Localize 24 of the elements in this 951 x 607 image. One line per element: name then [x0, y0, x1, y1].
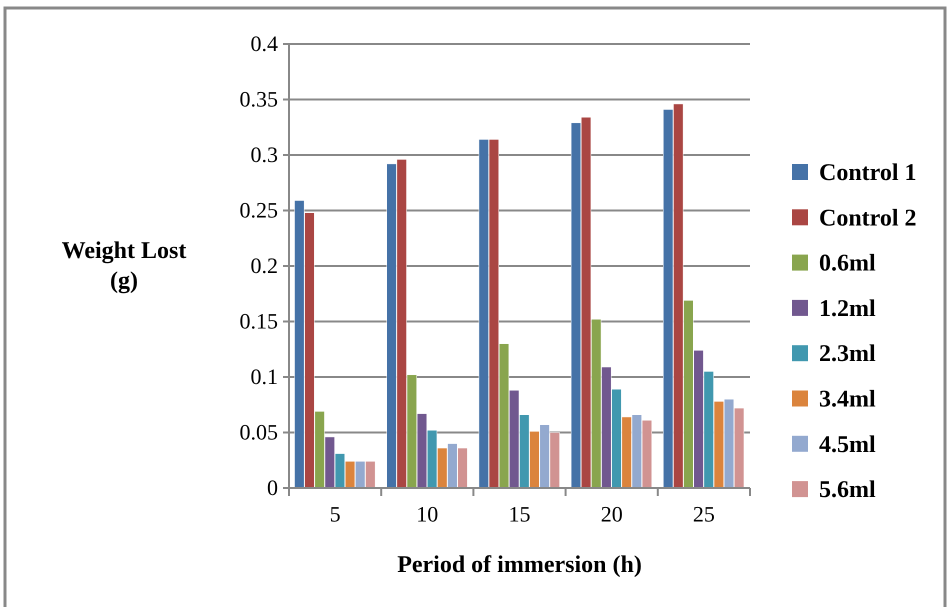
x-axis-title: Period of immersion (h) — [397, 552, 642, 578]
y-tick-label: 0.2 — [250, 253, 278, 278]
y-tick-label: 0.4 — [250, 31, 278, 56]
x-tick-label: 25 — [692, 502, 715, 527]
y-tick-label: 0 — [267, 475, 278, 500]
y-tick-label: 0.35 — [240, 86, 278, 112]
y-tick-label: 0.05 — [240, 420, 278, 445]
y-axis-title: Weight Lost (g) — [62, 238, 186, 294]
y-tick-label: 0.15 — [240, 308, 278, 334]
legend-label: 1.2ml — [819, 296, 876, 322]
legend-label: 0.6ml — [819, 250, 876, 277]
x-tick-label: 15 — [508, 502, 530, 527]
y-tick-label: 0.3 — [250, 142, 278, 168]
legend-label: Control 1 — [819, 160, 917, 186]
legend-label: Control 2 — [819, 205, 917, 232]
legend-label: 2.3ml — [819, 341, 876, 368]
legend-label: 4.5ml — [819, 432, 876, 458]
legend-label: 3.4ml — [819, 386, 876, 412]
x-tick-label: 5 — [330, 502, 341, 527]
y-tick-label: 0.1 — [250, 364, 278, 390]
y-tick-label: 0.25 — [240, 198, 278, 223]
x-tick-label: 10 — [416, 502, 438, 527]
legend-label: 5.6ml — [819, 477, 876, 504]
x-tick-label: 20 — [600, 502, 623, 527]
